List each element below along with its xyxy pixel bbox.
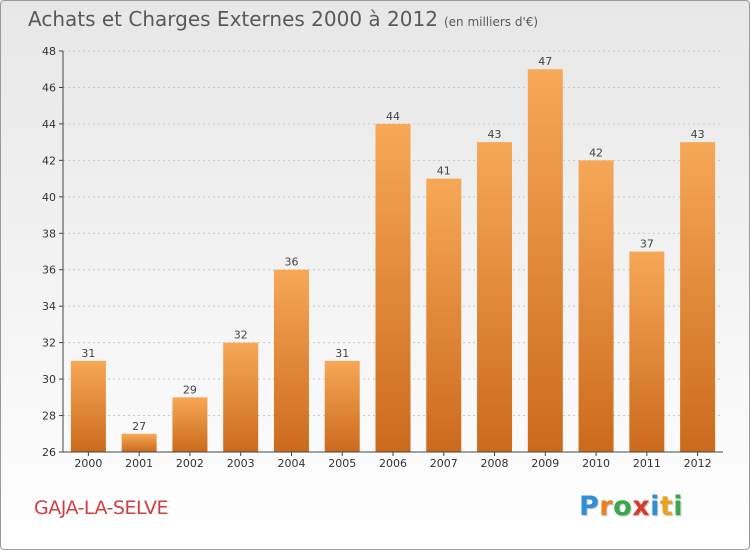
bar [121, 433, 157, 452]
y-tick-label: 42 [42, 154, 56, 167]
x-tick-label: 2003 [227, 457, 255, 470]
data-label: 31 [81, 347, 95, 360]
logo-letter: o [613, 491, 633, 522]
y-tick-label: 48 [42, 45, 56, 58]
commune-name: GAJA-LA-SELVE [34, 497, 168, 519]
data-label: 31 [335, 347, 349, 360]
y-tick-label: 32 [42, 337, 56, 350]
bar [70, 360, 106, 452]
logo-letter: r [599, 491, 614, 522]
y-tick-label: 30 [42, 373, 56, 386]
logo-letter: i [650, 491, 660, 522]
data-label: 37 [640, 238, 654, 251]
axis-layer: 26 28 30 32 34 36 38 40 42 44 46 48 2000 2001 2002 2003… [42, 45, 723, 470]
y-tick-label: 38 [42, 227, 56, 240]
y-tick-label: 46 [42, 81, 56, 94]
y-tick-label: 36 [42, 264, 56, 277]
bar [629, 251, 665, 452]
logo-letter: i [673, 491, 684, 522]
x-tick-label: 2006 [379, 457, 407, 470]
logo-letter: P [579, 491, 600, 522]
x-tick-label: 2001 [125, 457, 153, 470]
y-tick-label: 44 [42, 118, 56, 131]
x-tick-label: 2005 [328, 457, 356, 470]
bar [273, 269, 309, 452]
bar [527, 69, 563, 453]
data-label: 47 [538, 55, 552, 68]
data-label: 43 [691, 128, 705, 141]
x-tick-label: 2002 [176, 457, 204, 470]
x-tick-label: 2011 [633, 457, 661, 470]
chart-title: Achats et Charges Externes 2000 à 2012 (e… [28, 7, 538, 31]
logo-letter: x [632, 491, 651, 522]
bar [375, 123, 411, 452]
chart-title-text: Achats et Charges Externes 2000 à 2012 [28, 7, 438, 31]
logo-letter: t [659, 491, 674, 522]
y-tick-label: 26 [42, 446, 56, 459]
x-tick-label: 2000 [74, 457, 102, 470]
x-tick-label: 2004 [277, 457, 305, 470]
bar [578, 160, 614, 452]
bar [172, 397, 208, 452]
chart-subtitle: (en milliers d'€) [443, 15, 539, 29]
x-tick-label: 2009 [531, 457, 559, 470]
bars-layer: 31 27 29 32 36 31 44 41 43 47 42 37 43 [70, 55, 716, 453]
data-label: 42 [589, 146, 603, 159]
data-label: 43 [488, 128, 502, 141]
data-label: 32 [234, 329, 248, 342]
data-label: 41 [437, 165, 451, 178]
y-tick-label: 34 [42, 300, 56, 313]
data-label: 27 [132, 420, 146, 433]
bar [324, 360, 360, 452]
x-tick-label: 2012 [684, 457, 712, 470]
y-tick-label: 28 [42, 410, 56, 423]
data-label: 36 [284, 256, 298, 269]
data-label: 29 [183, 383, 197, 396]
bar [223, 342, 259, 452]
y-tick-label: 40 [42, 191, 56, 204]
x-tick-label: 2008 [481, 457, 509, 470]
bar [426, 178, 462, 452]
bar [477, 142, 513, 453]
bar [680, 142, 716, 453]
x-tick-label: 2007 [430, 457, 458, 470]
proxiti-logo: Proxiti [579, 491, 683, 522]
data-label: 44 [386, 110, 400, 123]
x-tick-label: 2010 [582, 457, 610, 470]
